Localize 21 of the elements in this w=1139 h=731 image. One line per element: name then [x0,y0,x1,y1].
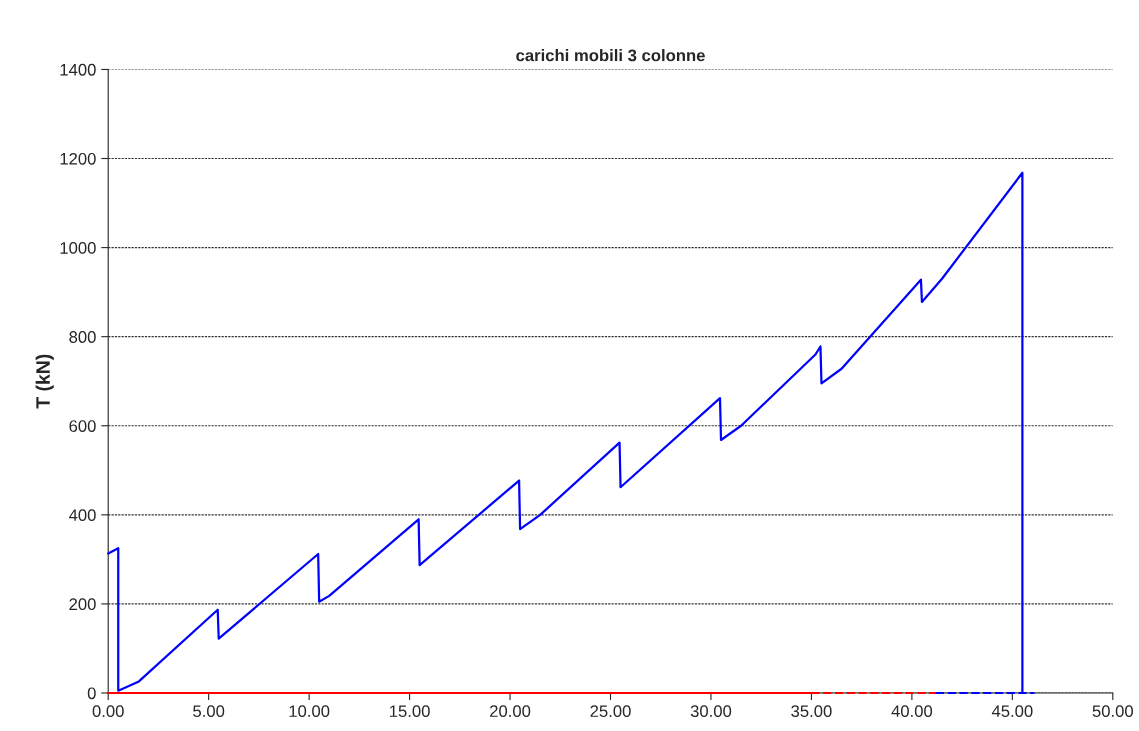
y-tick-label: 200 [69,598,96,611]
x-tick-label: 50.00 [1092,705,1134,718]
x-tick-label: 10.00 [289,705,330,718]
y-tick-label: 1000 [60,242,96,254]
y-tick-label: 1400 [60,63,96,76]
x-tick-label: 25.00 [590,705,631,718]
y-tick-label: 1200 [60,152,96,165]
x-tick-label: 15.00 [390,705,430,718]
y-tick-label: 800 [69,331,96,343]
x-tick-label: 5.00 [193,705,225,718]
y-axis-title: T (kN) [35,354,54,409]
chart-title: carichi mobili 3 colonne [516,49,705,62]
x-tick-label: 30.00 [690,705,732,718]
x-tick-label: 0.00 [92,705,124,718]
x-tick-label: 45.00 [991,705,1033,718]
x-tick-label: 40.00 [891,705,933,718]
x-tick-label: 20.00 [490,705,531,718]
y-tick-label: 400 [68,509,96,522]
y-tick-label: 600 [69,420,96,432]
x-tick-label: 35.00 [791,705,832,718]
y-tick-label: 0 [87,687,96,700]
